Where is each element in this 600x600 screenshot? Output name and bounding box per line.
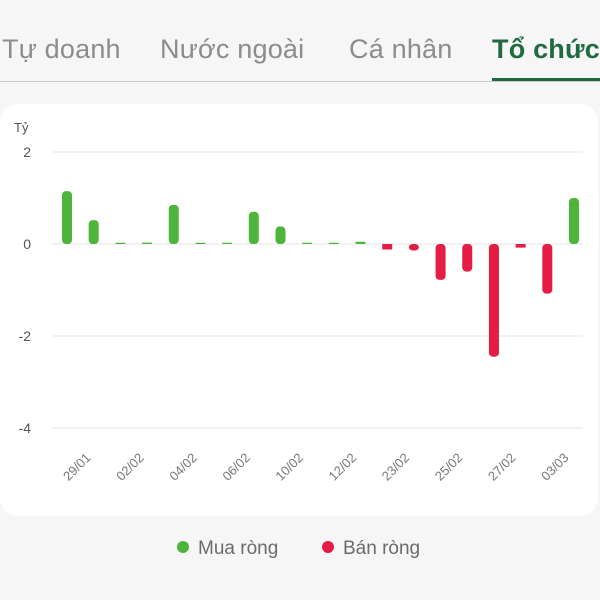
bar-sell <box>488 244 499 357</box>
legend-item-sell[interactable]: Bán ròng <box>322 538 420 560</box>
y-unit-label: Tỷ <box>14 120 29 135</box>
tab-nuoc-ngoai[interactable]: Nước ngoài <box>160 34 305 64</box>
bar-buy <box>88 220 99 244</box>
bar-buy <box>62 191 72 244</box>
tabs-divider <box>0 81 600 82</box>
x-tick-label: 04/02 <box>166 450 200 484</box>
bar-buy <box>569 198 579 244</box>
bar-buy <box>142 242 153 244</box>
legend-dot-sell <box>322 541 334 553</box>
bar-buy <box>248 211 259 244</box>
legend-label-sell: Bán ròng <box>343 538 421 559</box>
bar-sell <box>542 244 553 294</box>
bar-sell <box>462 244 473 272</box>
x-tick-label: 12/02 <box>326 450 360 484</box>
y-tick-label: 0 <box>23 236 31 252</box>
tab-tu-doanh[interactable]: Tự doanh <box>2 34 121 64</box>
net-trading-bar-chart: Tỷ 2 0 -2 -4 29/01 02/02 04/02 06/02 10/02 12/02 23… <box>14 120 583 484</box>
y-tick-label: -4 <box>19 420 32 436</box>
bar-sell <box>382 244 393 250</box>
bar-buy <box>355 241 366 244</box>
x-tick-label: 02/02 <box>113 450 147 484</box>
bar-sell <box>435 244 446 280</box>
bar-buy <box>302 242 313 244</box>
bar-sell <box>408 244 419 251</box>
tab-ca-nhan[interactable]: Cá nhân <box>349 34 453 64</box>
bar-buy <box>275 226 286 244</box>
legend-label-buy: Mua ròng <box>198 538 279 559</box>
bar-sell <box>515 244 526 248</box>
x-tick-label: 25/02 <box>432 450 466 484</box>
x-tick-label: 23/02 <box>379 450 413 484</box>
bar-buy <box>195 242 206 244</box>
x-tick-label: 10/02 <box>272 450 306 484</box>
bar-buy <box>222 242 233 244</box>
active-tab-indicator <box>492 78 600 81</box>
x-tick-label: 06/02 <box>219 450 253 484</box>
chart-card: Tỷ 2 0 -2 -4 29/01 02/02 04/02 06/02 10/02 12/02 23… <box>0 104 598 516</box>
x-tick-label: 29/01 <box>60 450 94 484</box>
legend-item-buy[interactable]: Mua ròng <box>177 538 278 560</box>
chart-legend: Mua ròng Bán ròng <box>0 538 600 562</box>
tab-to-chuc[interactable]: Tổ chức <box>492 34 600 64</box>
bar-buy <box>168 204 179 244</box>
legend-dot-buy <box>177 541 189 553</box>
bar-buy <box>115 242 126 244</box>
x-tick-label: 03/03 <box>538 450 572 484</box>
y-tick-label: -2 <box>19 328 32 344</box>
bar-buy <box>328 242 339 244</box>
tab-bar: Tự doanh Nước ngoài Cá nhân Tổ chức <box>0 0 600 82</box>
x-tick-label: 27/02 <box>485 450 519 484</box>
y-tick-label: 2 <box>23 144 31 160</box>
